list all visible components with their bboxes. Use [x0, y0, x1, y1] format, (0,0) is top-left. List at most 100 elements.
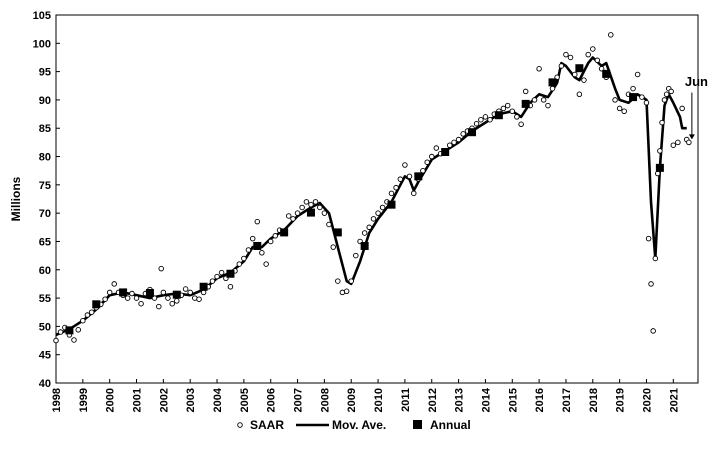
- saar-point: [402, 162, 408, 168]
- y-tick-label: 55: [39, 293, 51, 305]
- y-tick-label: 40: [39, 378, 51, 390]
- y-axis-title: Millions: [9, 176, 23, 221]
- y-tick-label: 50: [39, 321, 51, 333]
- saar-point: [563, 51, 569, 58]
- x-tick-label: 2005: [239, 388, 251, 412]
- legend-label-mov-ave: Mov. Ave.: [332, 418, 386, 432]
- x-tick-label: 2014: [480, 387, 492, 412]
- annual-point: [199, 282, 208, 291]
- x-tick-label: 2011: [400, 388, 412, 412]
- y-tick-label: 100: [33, 38, 51, 50]
- saar-point: [53, 337, 59, 344]
- saar-point: [451, 139, 457, 146]
- annual-point: [468, 128, 477, 137]
- saar-point: [639, 94, 645, 100]
- saar-point: [420, 167, 426, 174]
- annual-point: [521, 99, 530, 108]
- saar-point: [406, 173, 413, 180]
- saar-point: [393, 184, 399, 191]
- saar-point: [326, 221, 332, 228]
- saar-point: [424, 159, 430, 165]
- y-tick-label: 90: [39, 95, 51, 107]
- saar-point: [509, 108, 516, 114]
- saar-point: [196, 296, 202, 302]
- saar-point: [129, 290, 135, 297]
- saar-point: [540, 97, 547, 103]
- saar-point: [88, 309, 95, 315]
- saar-point: [522, 88, 529, 95]
- y-tick-label: 45: [39, 350, 51, 362]
- saar-point: [361, 230, 368, 236]
- annual-point: [333, 228, 342, 237]
- saar-point: [531, 97, 538, 103]
- saar-point: [165, 295, 171, 301]
- saar-point: [650, 328, 656, 334]
- saar-point: [133, 295, 140, 301]
- saar-point: [366, 224, 372, 231]
- saar-point: [652, 255, 659, 262]
- saar-point: [174, 298, 180, 304]
- saar-point: [71, 337, 77, 343]
- saar-point: [290, 216, 296, 222]
- saar-point: [312, 199, 319, 205]
- annual-point: [441, 148, 450, 157]
- annual-point: [280, 228, 289, 237]
- saar-point: [473, 120, 480, 127]
- x-tick-label: 2003: [185, 388, 197, 412]
- legend-marker-saar: [237, 422, 243, 428]
- annual-point: [575, 64, 584, 73]
- saar-point: [259, 250, 265, 256]
- x-tick-label: 2007: [293, 388, 305, 412]
- saar-point: [254, 218, 261, 225]
- legend-marker-annual: [413, 420, 422, 429]
- saar-point: [106, 289, 113, 296]
- x-tick-label: 2006: [266, 388, 278, 412]
- saar-point: [663, 91, 670, 98]
- x-tick-label: 1998: [51, 388, 63, 412]
- saar-point: [500, 105, 507, 112]
- saar-point: [84, 312, 91, 318]
- saar-point: [433, 145, 440, 151]
- y-tick-label: 60: [39, 265, 51, 277]
- series-layer: [53, 32, 692, 344]
- saar-point: [348, 278, 354, 284]
- saar-point: [411, 190, 417, 197]
- annual-point: [306, 208, 315, 217]
- saar-point: [160, 289, 167, 296]
- saar-point: [375, 210, 381, 216]
- saar-point: [227, 284, 234, 290]
- saar-point: [478, 116, 484, 123]
- x-tick-label: 2020: [641, 388, 653, 412]
- saar-point: [549, 85, 556, 92]
- x-tick-label: 2013: [454, 388, 466, 412]
- saar-point: [455, 136, 462, 143]
- saar-point: [659, 119, 665, 126]
- y-tick-label: 70: [39, 208, 51, 220]
- saar-point: [249, 235, 256, 242]
- annual-point: [253, 241, 262, 250]
- annual-point: [602, 69, 611, 78]
- saar-point: [661, 97, 668, 103]
- saar-point: [343, 288, 350, 295]
- saar-point: [630, 85, 636, 92]
- saar-point: [57, 329, 64, 335]
- annual-point: [414, 172, 423, 181]
- y-tick-label: 105: [33, 10, 51, 22]
- x-tick-label: 2002: [158, 388, 170, 412]
- annual-point: [92, 300, 101, 309]
- saar-point: [482, 114, 489, 120]
- annual-point: [360, 241, 369, 250]
- annotation-label: Jun: [685, 74, 708, 89]
- x-tick-label: 2018: [588, 388, 600, 412]
- saar-point: [169, 300, 175, 307]
- saar-point: [581, 77, 587, 83]
- x-tick-label: 2016: [534, 388, 546, 412]
- y-tick-label: 80: [39, 152, 51, 164]
- annual-point: [172, 290, 181, 299]
- annual-point: [145, 288, 154, 297]
- saar-point: [514, 114, 520, 120]
- saar-point: [504, 102, 511, 109]
- saar-point: [317, 204, 323, 211]
- saar-point: [187, 289, 193, 296]
